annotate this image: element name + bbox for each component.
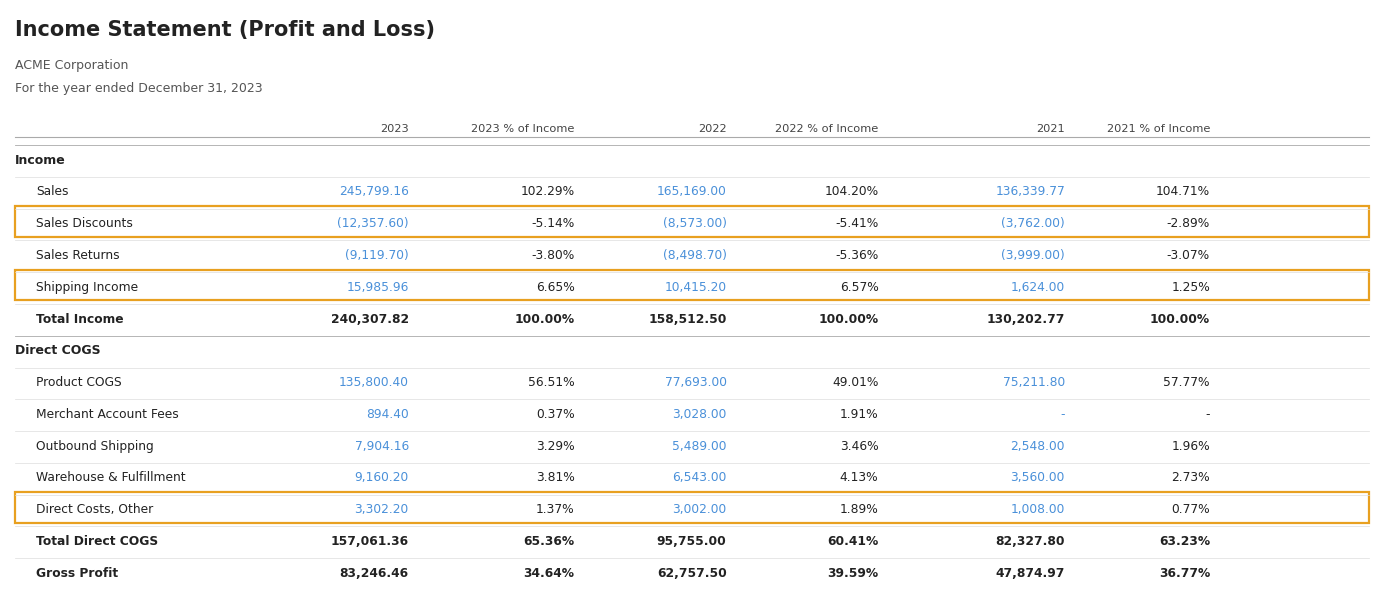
Text: 157,061.36: 157,061.36 [331,535,408,548]
Text: 3,560.00: 3,560.00 [1010,472,1064,484]
Text: 2023: 2023 [381,123,408,134]
Text: 1.25%: 1.25% [1171,281,1210,293]
Text: Gross Profit: Gross Profit [36,567,118,580]
Text: 3,028.00: 3,028.00 [673,408,727,421]
Text: 3.29%: 3.29% [536,440,574,453]
Text: Income: Income [15,154,66,166]
Text: -: - [1060,408,1064,421]
Text: 1.96%: 1.96% [1171,440,1210,453]
Text: (8,573.00): (8,573.00) [663,217,727,230]
Text: 3,002.00: 3,002.00 [673,503,727,516]
Text: Total Direct COGS: Total Direct COGS [36,535,158,548]
Text: 15,985.96: 15,985.96 [346,281,408,293]
Text: Sales Returns: Sales Returns [36,249,119,262]
Text: 100.00%: 100.00% [818,313,879,325]
Text: 6.57%: 6.57% [840,281,879,293]
Text: 1.89%: 1.89% [840,503,879,516]
Text: 1,624.00: 1,624.00 [1010,281,1064,293]
Text: 82,327.80: 82,327.80 [995,535,1064,548]
Text: (9,119.70): (9,119.70) [345,249,408,262]
Text: 2021: 2021 [1037,123,1064,134]
Text: 60.41%: 60.41% [828,535,879,548]
Text: 65.36%: 65.36% [523,535,574,548]
Text: 6,543.00: 6,543.00 [673,472,727,484]
Text: 77,693.00: 77,693.00 [664,376,727,389]
Text: Product COGS: Product COGS [36,376,122,389]
Text: 158,512.50: 158,512.50 [648,313,727,325]
Text: 3.81%: 3.81% [536,472,574,484]
Text: Income Statement (Profit and Loss): Income Statement (Profit and Loss) [15,20,435,40]
Text: 75,211.80: 75,211.80 [1002,376,1064,389]
Text: Total Income: Total Income [36,313,123,325]
Text: -: - [1205,408,1210,421]
Text: Direct COGS: Direct COGS [15,344,101,357]
Text: Outbound Shipping: Outbound Shipping [36,440,154,453]
Text: -3.07%: -3.07% [1167,249,1210,262]
Text: 56.51%: 56.51% [527,376,574,389]
Text: -2.89%: -2.89% [1167,217,1210,230]
Text: (12,357.60): (12,357.60) [338,217,408,230]
Text: Shipping Income: Shipping Income [36,281,138,293]
Text: 240,307.82: 240,307.82 [331,313,408,325]
Text: (3,999.00): (3,999.00) [1001,249,1064,262]
Text: 4.13%: 4.13% [840,472,879,484]
Text: 34.64%: 34.64% [523,567,574,580]
Text: 2022 % of Income: 2022 % of Income [775,123,879,134]
Text: 104.20%: 104.20% [825,185,879,198]
Text: 104.71%: 104.71% [1156,185,1210,198]
Text: 7,904.16: 7,904.16 [354,440,408,453]
Text: (8,498.70): (8,498.70) [663,249,727,262]
Text: ACME Corporation: ACME Corporation [15,60,129,72]
Text: 2,548.00: 2,548.00 [1010,440,1064,453]
Text: 3,302.20: 3,302.20 [354,503,408,516]
Text: 100.00%: 100.00% [1150,313,1210,325]
Text: -3.80%: -3.80% [531,249,574,262]
Text: 0.77%: 0.77% [1171,503,1210,516]
Text: 36.77%: 36.77% [1158,567,1210,580]
Text: 95,755.00: 95,755.00 [657,535,727,548]
Text: 165,169.00: 165,169.00 [656,185,727,198]
Text: 1.91%: 1.91% [840,408,879,421]
Text: 39.59%: 39.59% [828,567,879,580]
Text: 0.37%: 0.37% [536,408,574,421]
Text: 62,757.50: 62,757.50 [657,567,727,580]
Text: 102.29%: 102.29% [520,185,574,198]
Text: 1.37%: 1.37% [536,503,574,516]
Text: -5.36%: -5.36% [835,249,879,262]
Text: 894.40: 894.40 [367,408,408,421]
Text: 100.00%: 100.00% [515,313,574,325]
Text: Warehouse & Fulfillment: Warehouse & Fulfillment [36,472,185,484]
Text: 135,800.40: 135,800.40 [339,376,408,389]
Text: 5,489.00: 5,489.00 [673,440,727,453]
Text: Sales: Sales [36,185,68,198]
Text: 6.65%: 6.65% [536,281,574,293]
Text: 9,160.20: 9,160.20 [354,472,408,484]
Text: 47,874.97: 47,874.97 [995,567,1064,580]
Text: 245,799.16: 245,799.16 [339,185,408,198]
Text: 3.46%: 3.46% [840,440,879,453]
Text: (3,762.00): (3,762.00) [1001,217,1064,230]
Text: Direct Costs, Other: Direct Costs, Other [36,503,154,516]
Text: 2021 % of Income: 2021 % of Income [1107,123,1210,134]
Text: Sales Discounts: Sales Discounts [36,217,133,230]
Text: -5.14%: -5.14% [531,217,574,230]
Text: 63.23%: 63.23% [1158,535,1210,548]
Text: 130,202.77: 130,202.77 [987,313,1064,325]
Text: 2.73%: 2.73% [1171,472,1210,484]
Text: -5.41%: -5.41% [835,217,879,230]
Text: 2023 % of Income: 2023 % of Income [471,123,574,134]
Text: 136,339.77: 136,339.77 [995,185,1064,198]
Text: Merchant Account Fees: Merchant Account Fees [36,408,179,421]
Text: For the year ended December 31, 2023: For the year ended December 31, 2023 [15,82,263,95]
Text: 2022: 2022 [698,123,727,134]
Text: 49.01%: 49.01% [832,376,879,389]
Text: 57.77%: 57.77% [1164,376,1210,389]
Text: 1,008.00: 1,008.00 [1010,503,1064,516]
Text: 83,246.46: 83,246.46 [339,567,408,580]
Text: 10,415.20: 10,415.20 [664,281,727,293]
